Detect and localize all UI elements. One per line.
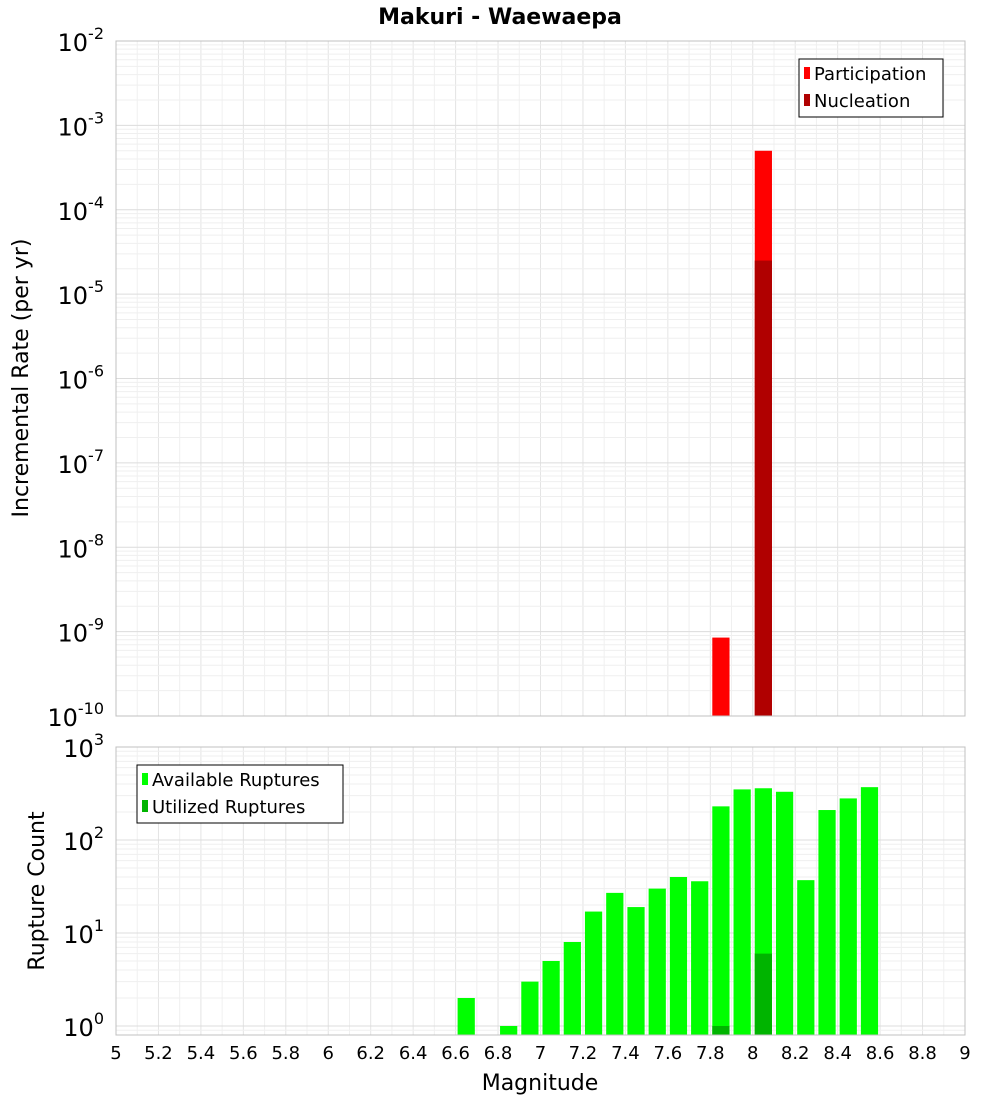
bar-count-0 (584, 911, 603, 1035)
bar-count-0 (839, 798, 857, 1035)
y-tick-label: 10-5 (58, 277, 105, 310)
x-tick-label: 7.4 (611, 1043, 640, 1064)
bar-count-1 (754, 953, 772, 1035)
x-tick-label: 7.8 (696, 1043, 725, 1064)
legend-swatch (142, 773, 148, 785)
y-tick-label: 101 (63, 916, 104, 949)
y-tick-label: 103 (63, 730, 104, 763)
bar-count-0 (712, 806, 730, 1035)
bar-count-0 (542, 960, 560, 1035)
bar-count-0 (606, 892, 624, 1035)
x-tick-label: 8.6 (866, 1043, 895, 1064)
x-tick-label: 8.8 (908, 1043, 937, 1064)
y-tick-label: 10-8 (58, 530, 105, 563)
x-tick-label: 7.2 (569, 1043, 598, 1064)
x-tick-label: 6.8 (484, 1043, 513, 1064)
plot-frame (115, 746, 966, 1036)
legend-swatch (804, 67, 810, 79)
y-tick-label: 10-4 (58, 193, 105, 226)
y-tick-label: 10-3 (58, 108, 105, 141)
y-tick-label: 10-7 (58, 446, 105, 479)
x-tick-label: 5.8 (271, 1043, 300, 1064)
bar-count-0 (500, 1025, 518, 1035)
x-tick-label: 6 (323, 1043, 334, 1064)
x-tick-label: 9 (959, 1043, 970, 1064)
legend-label: Available Ruptures (152, 770, 320, 791)
legend-count: Available Ruptures Utilized Ruptures (136, 764, 344, 824)
y-tick-label: 10-10 (47, 699, 104, 732)
bar-count-0 (521, 981, 539, 1035)
x-tick-label: 7.6 (654, 1043, 683, 1064)
y-tick-label: 10-6 (58, 362, 105, 395)
bar-count-0 (563, 942, 581, 1035)
legend-swatch (804, 94, 810, 106)
x-tick-label: 5.2 (144, 1043, 173, 1064)
plot-panel-0: 10-10 10-9 10-8 10-7 10-6 10-5 10-4 10-3 10-2 Par… (47, 24, 966, 732)
x-tick-label: 5.4 (187, 1043, 216, 1064)
x-tick-label: 6.2 (356, 1043, 385, 1064)
plot-frame (115, 40, 966, 717)
bar-count-0 (627, 907, 645, 1035)
legend-box (136, 764, 344, 824)
x-tick-label: 8.4 (823, 1043, 852, 1064)
y-tick-label: 100 (63, 1009, 104, 1042)
bar-count-0 (691, 881, 709, 1035)
bar-count-0 (669, 877, 688, 1035)
legend-label: Utilized Ruptures (152, 797, 305, 818)
bar-count-0 (775, 791, 794, 1035)
y-axis-label-bottom: Rupture Count (25, 811, 50, 971)
bar-count-0 (818, 810, 836, 1035)
legend-rate: Participation Nucleation (798, 58, 944, 118)
y-tick-label: 10-2 (58, 24, 105, 57)
x-tick-label: 5.6 (229, 1043, 258, 1064)
x-axis-label: Magnitude (482, 1071, 599, 1096)
y-tick-label: 10-9 (58, 615, 105, 648)
bar-rate-1 (754, 260, 772, 716)
legend-label: Participation (814, 64, 926, 85)
x-tick-label: 8 (747, 1043, 758, 1064)
bar-count-0 (648, 888, 666, 1035)
legend-swatch (142, 800, 148, 812)
bar-count-0 (733, 789, 751, 1035)
y-tick-label: 102 (63, 823, 104, 856)
x-tick-label: 5 (110, 1043, 121, 1064)
x-tick-label: 6.4 (399, 1043, 428, 1064)
plot-panel-1: 100 101 102 103 Available Ruptures Utilized R… (63, 730, 966, 1042)
bar-count-0 (860, 787, 879, 1035)
legend-box (798, 58, 944, 118)
y-axis-label-top: Incremental Rate (per yr) (9, 239, 34, 518)
x-tick-label: 7 (535, 1043, 546, 1064)
bar-count-0 (797, 880, 815, 1035)
x-tick-label: 6.6 (441, 1043, 470, 1064)
bar-count-1 (712, 1025, 730, 1035)
x-tick-label: 8.2 (781, 1043, 810, 1064)
chart-title: Makuri - Waewaepa (378, 5, 622, 30)
bar-count-0 (457, 997, 475, 1035)
bar-rate-0 (712, 637, 730, 716)
legend-label: Nucleation (814, 91, 910, 112)
